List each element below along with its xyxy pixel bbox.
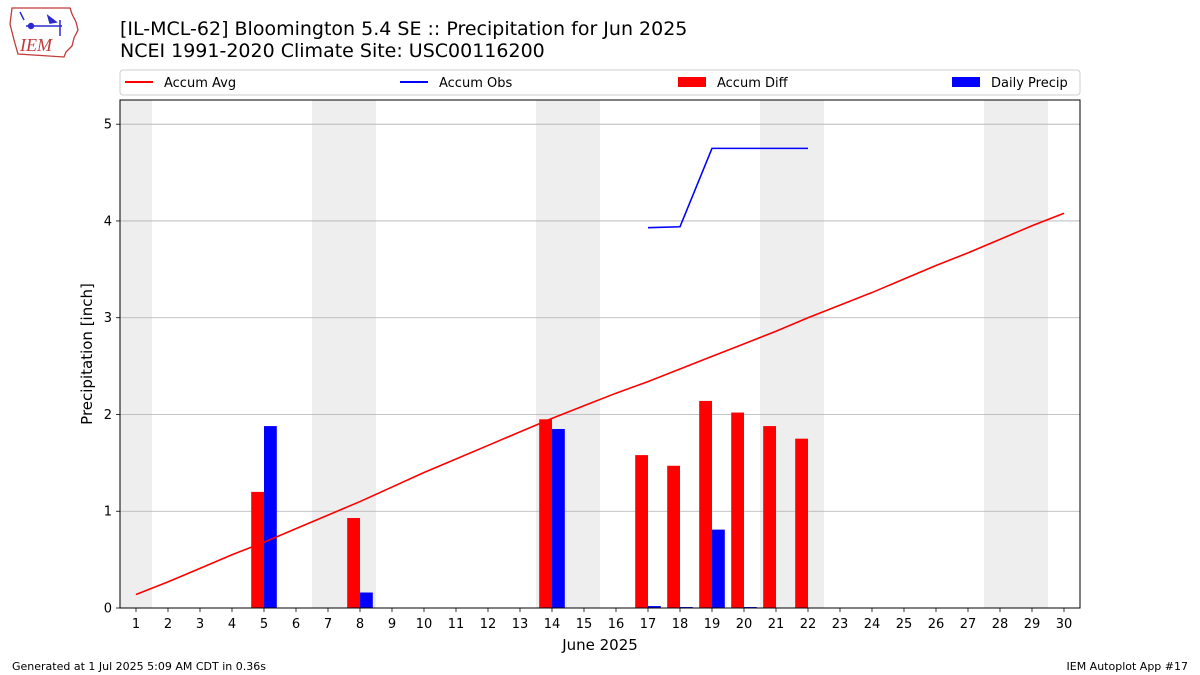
x-tick-label-6: 6 <box>292 617 300 632</box>
avg-line <box>135 212 1065 596</box>
diff-bar-day-17 <box>635 455 648 608</box>
x-tick-label-25: 25 <box>896 617 913 632</box>
daily-bar-day-14 <box>552 428 565 608</box>
diff-bar-day-18 <box>667 465 680 608</box>
legend-item-daily: Daily Precip <box>952 76 1068 91</box>
chart-subtitle: NCEI 1991-2020 Climate Site: USC00116200 <box>120 40 545 62</box>
x-tick-label-18: 18 <box>672 617 689 632</box>
x-tick-label-28: 28 <box>992 617 1009 632</box>
diff-bar-day-19 <box>699 400 712 608</box>
y-tick-label-2: 2 <box>104 408 112 423</box>
legend-item-avg: Accum Avg <box>125 76 236 91</box>
diff-bar-day-14 <box>539 419 552 608</box>
x-tick-label-9: 9 <box>388 617 396 632</box>
weekend-band-day-28 <box>984 100 1016 608</box>
y-tick-label-3: 3 <box>104 311 112 326</box>
daily-bar-day-8 <box>360 592 373 608</box>
weekend-band-day-29 <box>1016 100 1048 608</box>
x-tick-label-3: 3 <box>196 617 204 632</box>
chart-title: [IL-MCL-62] Bloomington 5.4 SE :: Precip… <box>120 18 687 40</box>
x-tick-label-19: 19 <box>704 617 721 632</box>
x-tick-label-23: 23 <box>832 617 849 632</box>
diff-bar-day-22 <box>795 438 808 608</box>
diff-bar-day-20 <box>731 412 744 608</box>
footer-app: IEM Autoplot App #17 <box>1067 660 1189 673</box>
x-tick-label-5: 5 <box>260 617 268 632</box>
legend-label-avg: Accum Avg <box>164 76 236 91</box>
x-tick-label-11: 11 <box>448 617 465 632</box>
legend-swatch-daily <box>952 77 980 87</box>
x-tick-label-27: 27 <box>960 617 977 632</box>
y-tick-label-5: 5 <box>104 118 112 133</box>
y-tick-label-4: 4 <box>104 214 112 229</box>
x-tick-label-4: 4 <box>228 617 236 632</box>
x-tick-label-12: 12 <box>480 617 497 632</box>
x-tick-label-2: 2 <box>164 617 172 632</box>
diff-bar-day-21 <box>763 426 776 608</box>
x-tick-label-7: 7 <box>324 617 332 632</box>
x-tick-label-29: 29 <box>1024 617 1041 632</box>
x-tick-label-15: 15 <box>576 617 593 632</box>
x-tick-label-26: 26 <box>928 617 945 632</box>
diff-bar-day-5 <box>251 491 264 608</box>
x-tick-label-21: 21 <box>768 617 785 632</box>
legend-item-diff: Accum Diff <box>678 76 789 91</box>
weekend-shading <box>120 100 1048 608</box>
x-tick-label-17: 17 <box>640 617 657 632</box>
x-tick-label-14: 14 <box>544 617 561 632</box>
obs-line <box>647 147 808 229</box>
legend-label-obs: Accum Obs <box>439 76 512 91</box>
y-axis-label: Precipitation [inch] <box>78 283 96 425</box>
weekend-band-day-7 <box>312 100 344 608</box>
iowa-outline-icon <box>9 7 79 58</box>
y-tick-label-1: 1 <box>104 505 112 520</box>
x-tick-label-22: 22 <box>800 617 817 632</box>
x-tick-label-8: 8 <box>356 617 364 632</box>
footer-generated: Generated at 1 Jul 2025 5:09 AM CDT in 0… <box>12 660 266 673</box>
legend-label-diff: Accum Diff <box>717 76 789 91</box>
x-tick-label-10: 10 <box>416 617 433 632</box>
daily-bar-day-19 <box>712 529 725 608</box>
diff-bar-day-8 <box>347 518 360 608</box>
x-axis-ticks: 1 2 3 4 5 6 7 8 9 10 11 12 13 14 15 16 17 18 19 20 21 22 23 24 2… <box>132 608 1072 632</box>
daily-bar-day-17 <box>648 606 661 608</box>
x-axis-label: June 2025 <box>561 636 638 654</box>
grid-lines <box>120 123 1080 512</box>
legend-item-obs: Accum Obs <box>400 76 512 91</box>
x-tick-label-20: 20 <box>736 617 753 632</box>
x-tick-label-30: 30 <box>1056 617 1073 632</box>
weekend-band-day-15 <box>568 100 600 608</box>
y-axis-ticks: 0 1 2 3 4 5 <box>104 118 120 617</box>
x-tick-label-16: 16 <box>608 617 625 632</box>
daily-bar-day-5 <box>264 426 277 608</box>
x-tick-label-24: 24 <box>864 617 881 632</box>
x-tick-label-1: 1 <box>132 617 140 632</box>
plot-area: 1 2 3 4 5 6 7 8 9 10 11 12 13 14 15 16 17 18 19 20 21 22 23 24 2… <box>104 99 1081 632</box>
logo-text: IEM <box>19 35 53 55</box>
weather-station-icon <box>19 11 62 36</box>
weekend-band-day-1 <box>120 100 152 608</box>
legend-label-daily: Daily Precip <box>991 76 1068 91</box>
legend-swatch-diff <box>678 77 706 87</box>
x-tick-label-13: 13 <box>512 617 529 632</box>
y-tick-label-0: 0 <box>104 602 112 617</box>
axes-frame <box>119 99 1081 609</box>
legend-frame <box>119 69 1081 96</box>
bars <box>251 400 808 608</box>
iem-logo: IEM <box>9 7 79 58</box>
lines <box>135 147 1065 596</box>
legend: Accum Avg Accum Obs Accum Diff Daily Precip <box>119 69 1081 96</box>
